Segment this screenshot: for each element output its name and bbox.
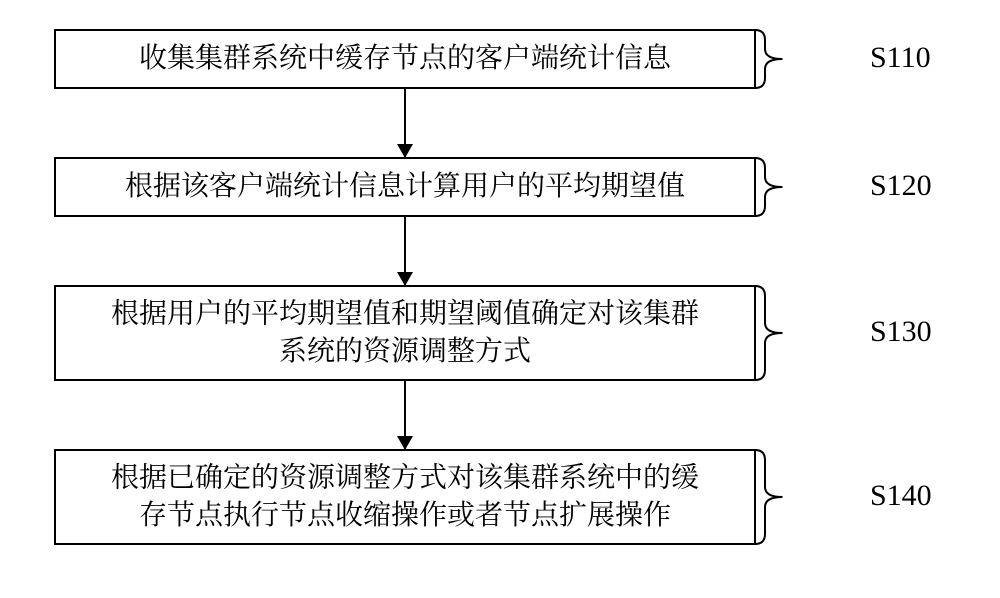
flow-node-n1: 收集集群系统中缓存节点的客户端统计信息 S110 xyxy=(55,30,931,88)
brace-connector xyxy=(755,158,783,216)
flow-node-text: 系统的资源调整方式 xyxy=(279,329,531,369)
flow-node-n4: 根据已确定的资源调整方式对该集群系统中的缓存节点执行节点收缩操作或者节点扩展操作… xyxy=(55,450,932,544)
brace-connector xyxy=(755,286,783,380)
flow-node-text: 根据用户的平均期望值和期望阈值确定对该集群 xyxy=(111,291,699,331)
flow-node-text: 存节点执行节点收缩操作或者节点扩展操作 xyxy=(139,493,671,533)
step-label: S140 xyxy=(870,479,932,512)
flow-node-text: 收集集群系统中缓存节点的客户端统计信息 xyxy=(139,36,672,76)
flow-node-text: 根据该客户端统计信息计算用户的平均期望值 xyxy=(125,164,685,204)
step-label: S120 xyxy=(870,169,932,202)
brace-connector xyxy=(755,30,783,88)
flow-node-text: 根据已确定的资源调整方式对该集群系统中的缓 xyxy=(111,455,699,495)
flow-node-n2: 根据该客户端统计信息计算用户的平均期望值 S120 xyxy=(55,158,932,216)
step-label: S130 xyxy=(870,315,932,348)
flow-node-n3: 根据用户的平均期望值和期望阈值确定对该集群系统的资源调整方式 S130 xyxy=(55,286,932,380)
brace-connector xyxy=(755,450,783,544)
step-label: S110 xyxy=(870,41,931,74)
